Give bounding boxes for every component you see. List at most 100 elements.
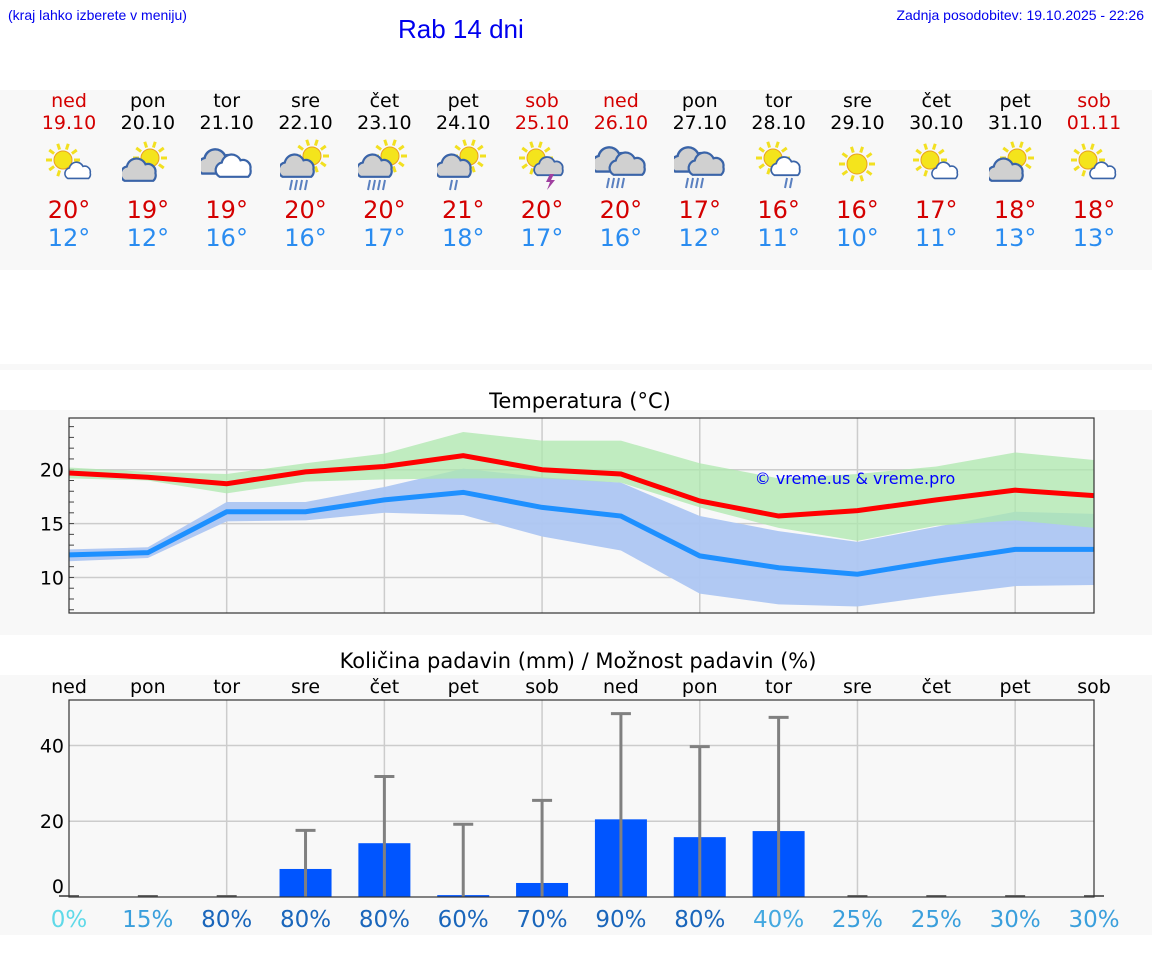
day-column: sre 22.10 20° 16° <box>266 90 346 252</box>
precip-probability: 40% <box>753 907 804 933</box>
partly-cloudy-icon <box>896 134 976 198</box>
sun-thunderstorm-icon <box>502 134 582 198</box>
overcast-rain-icon <box>581 134 661 198</box>
precip-day-label: čet <box>922 676 952 698</box>
min-temp: 12° <box>678 224 722 252</box>
precip-probability: 25% <box>911 907 962 933</box>
temperature-chart-title: Temperatura (°C) <box>488 389 671 413</box>
max-temp: 20° <box>284 196 327 224</box>
max-temp: 20° <box>599 196 643 224</box>
precip-probability: 80% <box>674 907 725 933</box>
day-column: pet 24.10 21° 18° <box>423 90 503 252</box>
y-tick-label: 40 <box>40 735 64 757</box>
max-temp-line <box>68 453 1095 519</box>
day-date: 22.10 <box>278 112 333 134</box>
sun-heavy-showers-icon <box>266 134 346 198</box>
sunny-icon <box>817 134 897 198</box>
precip-day-label: pon <box>682 676 718 698</box>
precip-day-label: tor <box>213 676 240 698</box>
divider <box>0 364 1152 370</box>
precip-probability: 60% <box>438 907 489 933</box>
day-name: pet <box>999 90 1031 112</box>
overcast-rain-icon <box>660 134 740 198</box>
day-date: 21.10 <box>199 112 254 134</box>
precip-probability: 15% <box>122 907 173 933</box>
precip-probability: 70% <box>517 907 568 933</box>
day-name: ned <box>51 90 87 112</box>
precipitation-plot-frame <box>68 699 1095 898</box>
overcast-icon <box>187 134 267 198</box>
min-temp-line <box>68 489 1094 577</box>
y-tick-label: 10 <box>40 567 64 589</box>
precip-day-label: pon <box>130 676 166 698</box>
day-name: sre <box>842 90 872 112</box>
min-temp: 16° <box>205 224 248 252</box>
max-temp: 16° <box>836 196 879 224</box>
day-date: 29.10 <box>830 112 885 134</box>
region-hint: (kraj lahko izberete v meniju) <box>8 7 187 23</box>
precip-day-label: pet <box>448 676 479 698</box>
precipitation-plot-area <box>69 700 1094 897</box>
day-name: ned <box>603 90 639 112</box>
precip-day-label: pet <box>1000 676 1031 698</box>
sun-heavy-showers-icon <box>344 134 424 198</box>
precip-probability: 80% <box>280 907 331 933</box>
max-temp: 17° <box>678 196 722 224</box>
day-column: pon 27.10 17° 12° <box>660 90 740 252</box>
sun-light-showers-small-icon <box>739 134 819 198</box>
y-tick-label: 0 <box>52 876 64 898</box>
day-column: sre 29.10 16° 10° <box>817 90 897 252</box>
min-temp: 16° <box>284 224 327 252</box>
y-tick-label: 20 <box>40 460 64 482</box>
min-temp: 11° <box>757 224 800 252</box>
day-column: sob 25.10 20° 17° <box>502 90 582 252</box>
daily-forecast-panel: ned 19.10 20° 12° pon 20.10 19° 12° tor 21… <box>0 90 1152 270</box>
day-date: 23.10 <box>357 112 412 134</box>
min-temp: 17° <box>363 224 406 252</box>
precipitation-chart-title: Količina padavin (mm) / Možnost padavin … <box>340 649 817 673</box>
day-column: tor 21.10 19° 16° <box>187 90 267 252</box>
precip-probability: 80% <box>359 907 410 933</box>
temperature-plot-frame <box>68 417 1095 614</box>
day-date: 25.10 <box>514 112 570 134</box>
max-temp: 20° <box>363 196 406 224</box>
day-column: ned 26.10 20° 16° <box>581 90 661 252</box>
y-tick-label: 15 <box>40 514 64 536</box>
day-date: 20.10 <box>120 112 176 134</box>
day-column: pet 31.10 18° 13° <box>975 90 1055 252</box>
max-temp: 19° <box>126 196 170 224</box>
min-temp: 12° <box>126 224 170 252</box>
max-temp: 20° <box>520 196 564 224</box>
mostly-cloudy-icon <box>108 134 188 198</box>
day-date: 30.10 <box>909 112 964 134</box>
day-name: čet <box>921 90 952 112</box>
y-tick-label: 20 <box>40 811 64 833</box>
precip-probability: 30% <box>1068 907 1119 933</box>
max-temp: 17° <box>915 196 958 224</box>
precip-day-label: sre <box>291 676 320 698</box>
max-temp: 20° <box>47 196 91 224</box>
precip-probability: 90% <box>595 907 646 933</box>
watermark: © vreme.us & vreme.pro <box>755 469 956 488</box>
max-temp: 19° <box>205 196 248 224</box>
precip-day-label: ned <box>603 676 639 698</box>
mostly-cloudy-icon <box>975 134 1055 198</box>
day-date: 31.10 <box>987 112 1043 134</box>
min-temp: 11° <box>915 224 958 252</box>
precip-day-label: sre <box>843 676 872 698</box>
precip-probability: 30% <box>990 907 1041 933</box>
partly-cloudy-icon <box>29 134 109 198</box>
min-temp: 13° <box>993 224 1037 252</box>
precip-probability: 80% <box>201 907 252 933</box>
day-column: tor 28.10 16° 11° <box>739 90 819 252</box>
day-name: sob <box>525 90 559 112</box>
min-temp: 17° <box>520 224 564 252</box>
precip-day-label: ned <box>51 676 87 698</box>
day-column: pon 20.10 19° 12° <box>108 90 188 252</box>
min-temp: 12° <box>47 224 91 252</box>
partly-cloudy-icon <box>1054 134 1134 198</box>
day-date: 19.10 <box>41 112 97 134</box>
max-temp: 18° <box>993 196 1037 224</box>
min-temp: 16° <box>599 224 643 252</box>
